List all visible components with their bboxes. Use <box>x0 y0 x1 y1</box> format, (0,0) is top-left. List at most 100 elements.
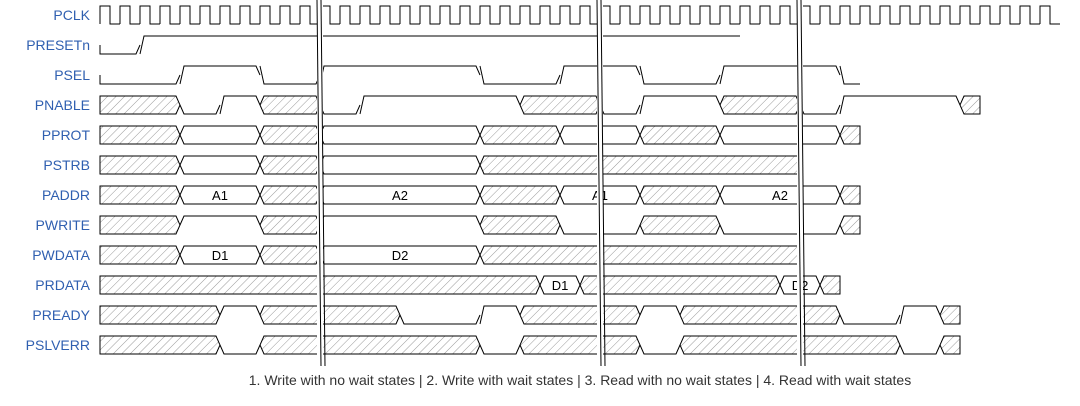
level-line <box>319 215 481 226</box>
dont-care-region <box>479 215 561 235</box>
level-line <box>639 344 681 355</box>
dont-care-region <box>479 185 561 205</box>
level-line <box>219 305 261 316</box>
signal-track-pwrite <box>99 215 861 235</box>
level-line <box>179 104 221 115</box>
dont-care-region <box>639 215 721 235</box>
diagram-caption: 1. Write with no wait states | 2. Write … <box>248 372 912 388</box>
signal-track-pstrb <box>99 155 801 175</box>
dont-care-region <box>839 125 861 145</box>
level-line <box>139 35 740 55</box>
dont-care-region <box>839 185 861 205</box>
level-line <box>359 95 521 115</box>
level-line <box>99 74 181 85</box>
level-line <box>259 65 321 85</box>
dont-care-region <box>259 305 401 325</box>
time-break-2 <box>596 0 606 367</box>
dont-care-region <box>259 95 321 115</box>
data-value-d2: D2 <box>392 248 409 263</box>
dont-care-region <box>259 155 321 175</box>
signal-label-psel: PSEL <box>54 67 90 83</box>
signal-track-pprot <box>99 125 861 145</box>
data-cell <box>719 185 841 205</box>
dont-care-region <box>259 335 481 355</box>
data-cell <box>719 125 841 145</box>
signal-label-pslverr: PSLVERR <box>26 337 90 353</box>
dont-care-region <box>639 125 721 145</box>
dont-care-region <box>259 185 321 205</box>
level-line <box>639 305 681 316</box>
signal-track-presetn <box>99 35 740 55</box>
dont-care-region <box>819 275 841 295</box>
level-line <box>99 44 141 55</box>
level-line <box>799 104 841 115</box>
level-line <box>839 314 901 325</box>
level-line <box>719 224 841 235</box>
level-line <box>219 95 261 115</box>
time-break-1 <box>316 0 326 367</box>
clock-wave <box>99 5 1060 25</box>
dont-care-region <box>679 335 901 355</box>
signal-label-pprot: PPROT <box>42 127 91 143</box>
dont-care-region <box>679 305 841 325</box>
data-value-d1: D1 <box>552 278 569 293</box>
signal-track-pnable <box>99 95 981 115</box>
dont-care-region <box>99 245 181 265</box>
dont-care-region <box>939 305 961 325</box>
signal-label-presetn: PRESETn <box>26 37 90 53</box>
level-line <box>899 305 941 325</box>
dont-care-region <box>839 215 861 235</box>
level-line <box>719 65 841 85</box>
data-value-a1: A1 <box>212 188 228 203</box>
level-line <box>179 215 261 226</box>
dont-care-region <box>519 95 601 115</box>
data-cell <box>319 155 481 175</box>
level-line <box>219 344 261 355</box>
signal-label-pwdata: PWDATA <box>32 247 90 263</box>
signal-label-pclk: PCLK <box>53 7 90 23</box>
level-line <box>319 65 481 85</box>
dont-care-region <box>259 215 321 235</box>
data-cell <box>179 155 261 175</box>
dont-care-region <box>479 245 801 265</box>
signal-label-prdata: PRDATA <box>35 277 90 293</box>
level-line <box>479 344 521 355</box>
dont-care-region <box>519 335 641 355</box>
level-line <box>479 305 521 325</box>
level-line <box>599 104 641 115</box>
dont-care-region <box>579 275 781 295</box>
dont-care-region <box>479 125 561 145</box>
signal-label-pwrite: PWRITE <box>36 217 90 233</box>
level-line <box>399 314 481 325</box>
level-line <box>479 65 561 85</box>
data-cell <box>539 275 581 295</box>
dont-care-region <box>719 95 801 115</box>
time-break-3 <box>796 0 806 367</box>
signal-track-pready <box>99 305 961 325</box>
signal-label-pready: PREADY <box>32 307 90 323</box>
signal-label-pnable: PNABLE <box>35 97 90 113</box>
signal-label-paddr: PADDR <box>42 187 90 203</box>
data-cell <box>179 245 261 265</box>
signal-track-pwdata: D1 D2 <box>99 245 801 265</box>
data-cell <box>179 125 261 145</box>
dont-care-region <box>259 245 321 265</box>
level-line <box>179 65 261 85</box>
level-line <box>839 95 961 115</box>
dont-care-region <box>99 125 181 145</box>
dont-care-region <box>99 305 221 325</box>
data-value-d1: D1 <box>212 248 229 263</box>
dont-care-region <box>959 95 981 115</box>
data-cell <box>179 185 261 205</box>
timing-diagram: PCLK PRESETn PSEL PNABLE PPROT PSTRB PADDR PWRI… <box>26 0 1060 367</box>
data-cell <box>319 125 481 145</box>
dont-care-region <box>259 125 321 145</box>
signal-track-paddr: A1A2A1A2 <box>99 185 861 205</box>
dont-care-region <box>939 335 961 355</box>
signal-track-psel <box>99 65 860 85</box>
dont-care-region <box>99 335 221 355</box>
signal-track-pclk <box>99 5 1060 25</box>
dont-care-region <box>639 185 721 205</box>
dont-care-region <box>99 155 181 175</box>
